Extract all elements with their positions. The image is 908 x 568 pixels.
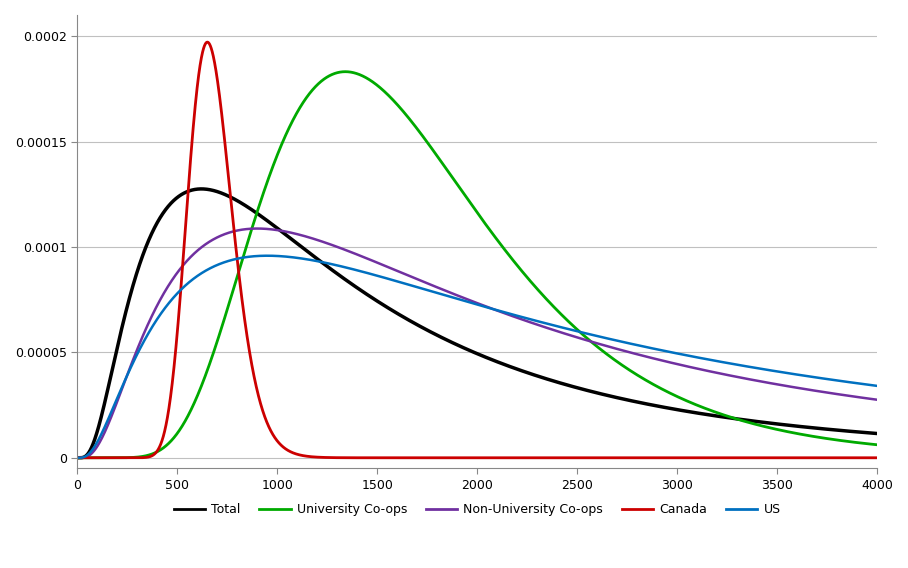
Legend: Total, University Co-ops, Non-University Co-ops, Canada, US: Total, University Co-ops, Non-University…: [169, 498, 785, 521]
